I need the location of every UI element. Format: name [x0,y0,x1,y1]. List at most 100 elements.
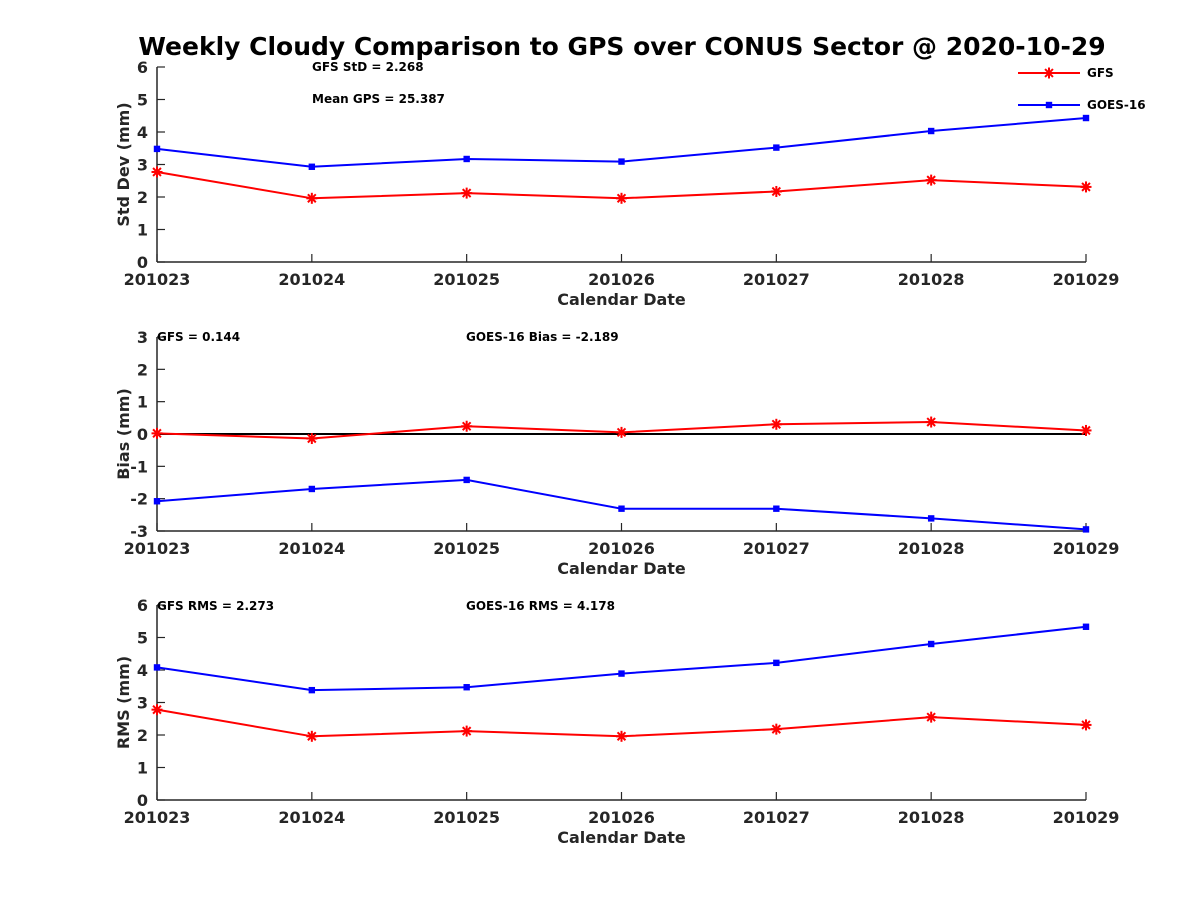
data-point [925,416,937,428]
series-gfs [151,166,1092,204]
data-point [770,418,782,430]
y-tick-label: -2 [130,490,148,509]
x-tick-label: 201025 [433,539,500,558]
y-tick-label: 3 [137,328,148,347]
y-tick-label: 5 [137,91,148,110]
y-tick-label: 4 [137,123,148,142]
series-gfs [151,416,1092,445]
data-point [1080,181,1092,193]
series-line [156,625,1087,692]
x-tick-label: 201026 [588,539,655,558]
legend-marker [1043,67,1055,79]
legend: GFS GOES-16 [1018,66,1146,112]
x-tick-label: 201023 [124,808,191,827]
x-tick-label: 201027 [743,270,810,289]
x-tick-label: 201029 [1053,808,1120,827]
data-point [153,664,161,671]
legend-marker [1045,101,1053,109]
x-tick-label: 201026 [588,270,655,289]
x-tick-label: 201028 [898,808,965,827]
data-point [770,185,782,197]
data-point [308,163,316,170]
x-axis-label: Calendar Date [557,559,686,578]
data-point [1082,114,1090,122]
data-point [925,174,937,186]
data-point [153,145,161,153]
x-tick-label: 201026 [588,808,655,827]
annotation-text: GOES-16 Bias = -2.189 [466,330,619,344]
figure-title: Weekly Cloudy Comparison to GPS over CON… [138,32,1105,61]
y-tick-label: -1 [130,457,148,476]
x-tick-label: 201028 [898,539,965,558]
y-tick-label: 0 [137,253,148,272]
y-tick-label: 5 [137,629,148,648]
data-point [463,476,470,484]
data-point [308,485,316,493]
y-axis-label: Std Dev (mm) [114,102,133,226]
y-tick-label: 0 [137,791,148,810]
data-point [463,684,470,691]
data-point [151,166,163,178]
y-axis-label: RMS (mm) [114,656,133,749]
data-point [618,670,625,677]
series-gfs [151,704,1092,742]
data-point [306,433,318,445]
x-tick-label: 201027 [743,808,810,827]
data-point [618,158,625,165]
legend-label: GOES-16 [1087,98,1146,112]
data-point [461,420,473,432]
data-point [151,704,163,716]
x-tick-label: 201023 [124,539,191,558]
x-tick-label: 201028 [898,270,965,289]
data-point [306,192,318,204]
data-point [1080,719,1092,731]
y-tick-label: 1 [137,393,148,412]
x-axis-label: Calendar Date [557,828,686,847]
chart-panel-1: 0 1 2 3 4 5 6 201023 201024 201025 201026 201027 201… [114,58,1119,309]
data-point [616,426,627,438]
annotation-text: Mean GPS = 25.387 [312,92,445,106]
y-tick-label: -3 [130,522,148,541]
series-goes-16 [153,114,1090,170]
x-axis-label: Calendar Date [557,290,686,309]
data-point [1082,623,1090,630]
data-point [927,127,935,135]
data-point [1082,526,1090,533]
data-point [770,723,782,735]
data-point [773,659,780,667]
x-tick-label: 201025 [433,270,500,289]
y-tick-label: 2 [137,726,148,745]
annotation-text: GFS StD = 2.268 [312,60,424,74]
y-tick-label: 3 [137,694,148,713]
data-point [616,192,627,204]
data-point [927,515,935,522]
annotation-text: GFS RMS = 2.273 [157,599,274,613]
x-tick-label: 201024 [278,539,345,558]
y-tick-label: 4 [137,661,148,680]
data-point [925,711,937,723]
chart-panel-3: 0 1 2 3 4 5 6 201023 201024 201025 201026 201027 201… [114,596,1119,847]
y-axis-label: Bias (mm) [114,388,133,480]
y-tick-label: 2 [137,188,148,207]
y-tick-label: 0 [137,425,148,444]
data-point [773,144,780,151]
x-tick-label: 201025 [433,808,500,827]
data-point [461,187,473,199]
data-point [616,730,627,742]
legend-entry-gfs: GFS [1018,66,1114,80]
y-tick-label: 1 [137,759,148,778]
legend-entry-goes-16: GOES-16 [1018,98,1146,112]
data-point [306,730,318,742]
data-point [153,498,161,505]
series-goes-16 [153,476,1090,533]
x-tick-label: 201024 [278,808,345,827]
data-point [1080,424,1092,436]
x-tick-label: 201029 [1053,539,1120,558]
data-point [308,686,316,694]
data-point [151,427,163,439]
y-tick-label: 3 [137,156,148,175]
data-point [773,505,780,512]
series-line [156,478,1087,531]
